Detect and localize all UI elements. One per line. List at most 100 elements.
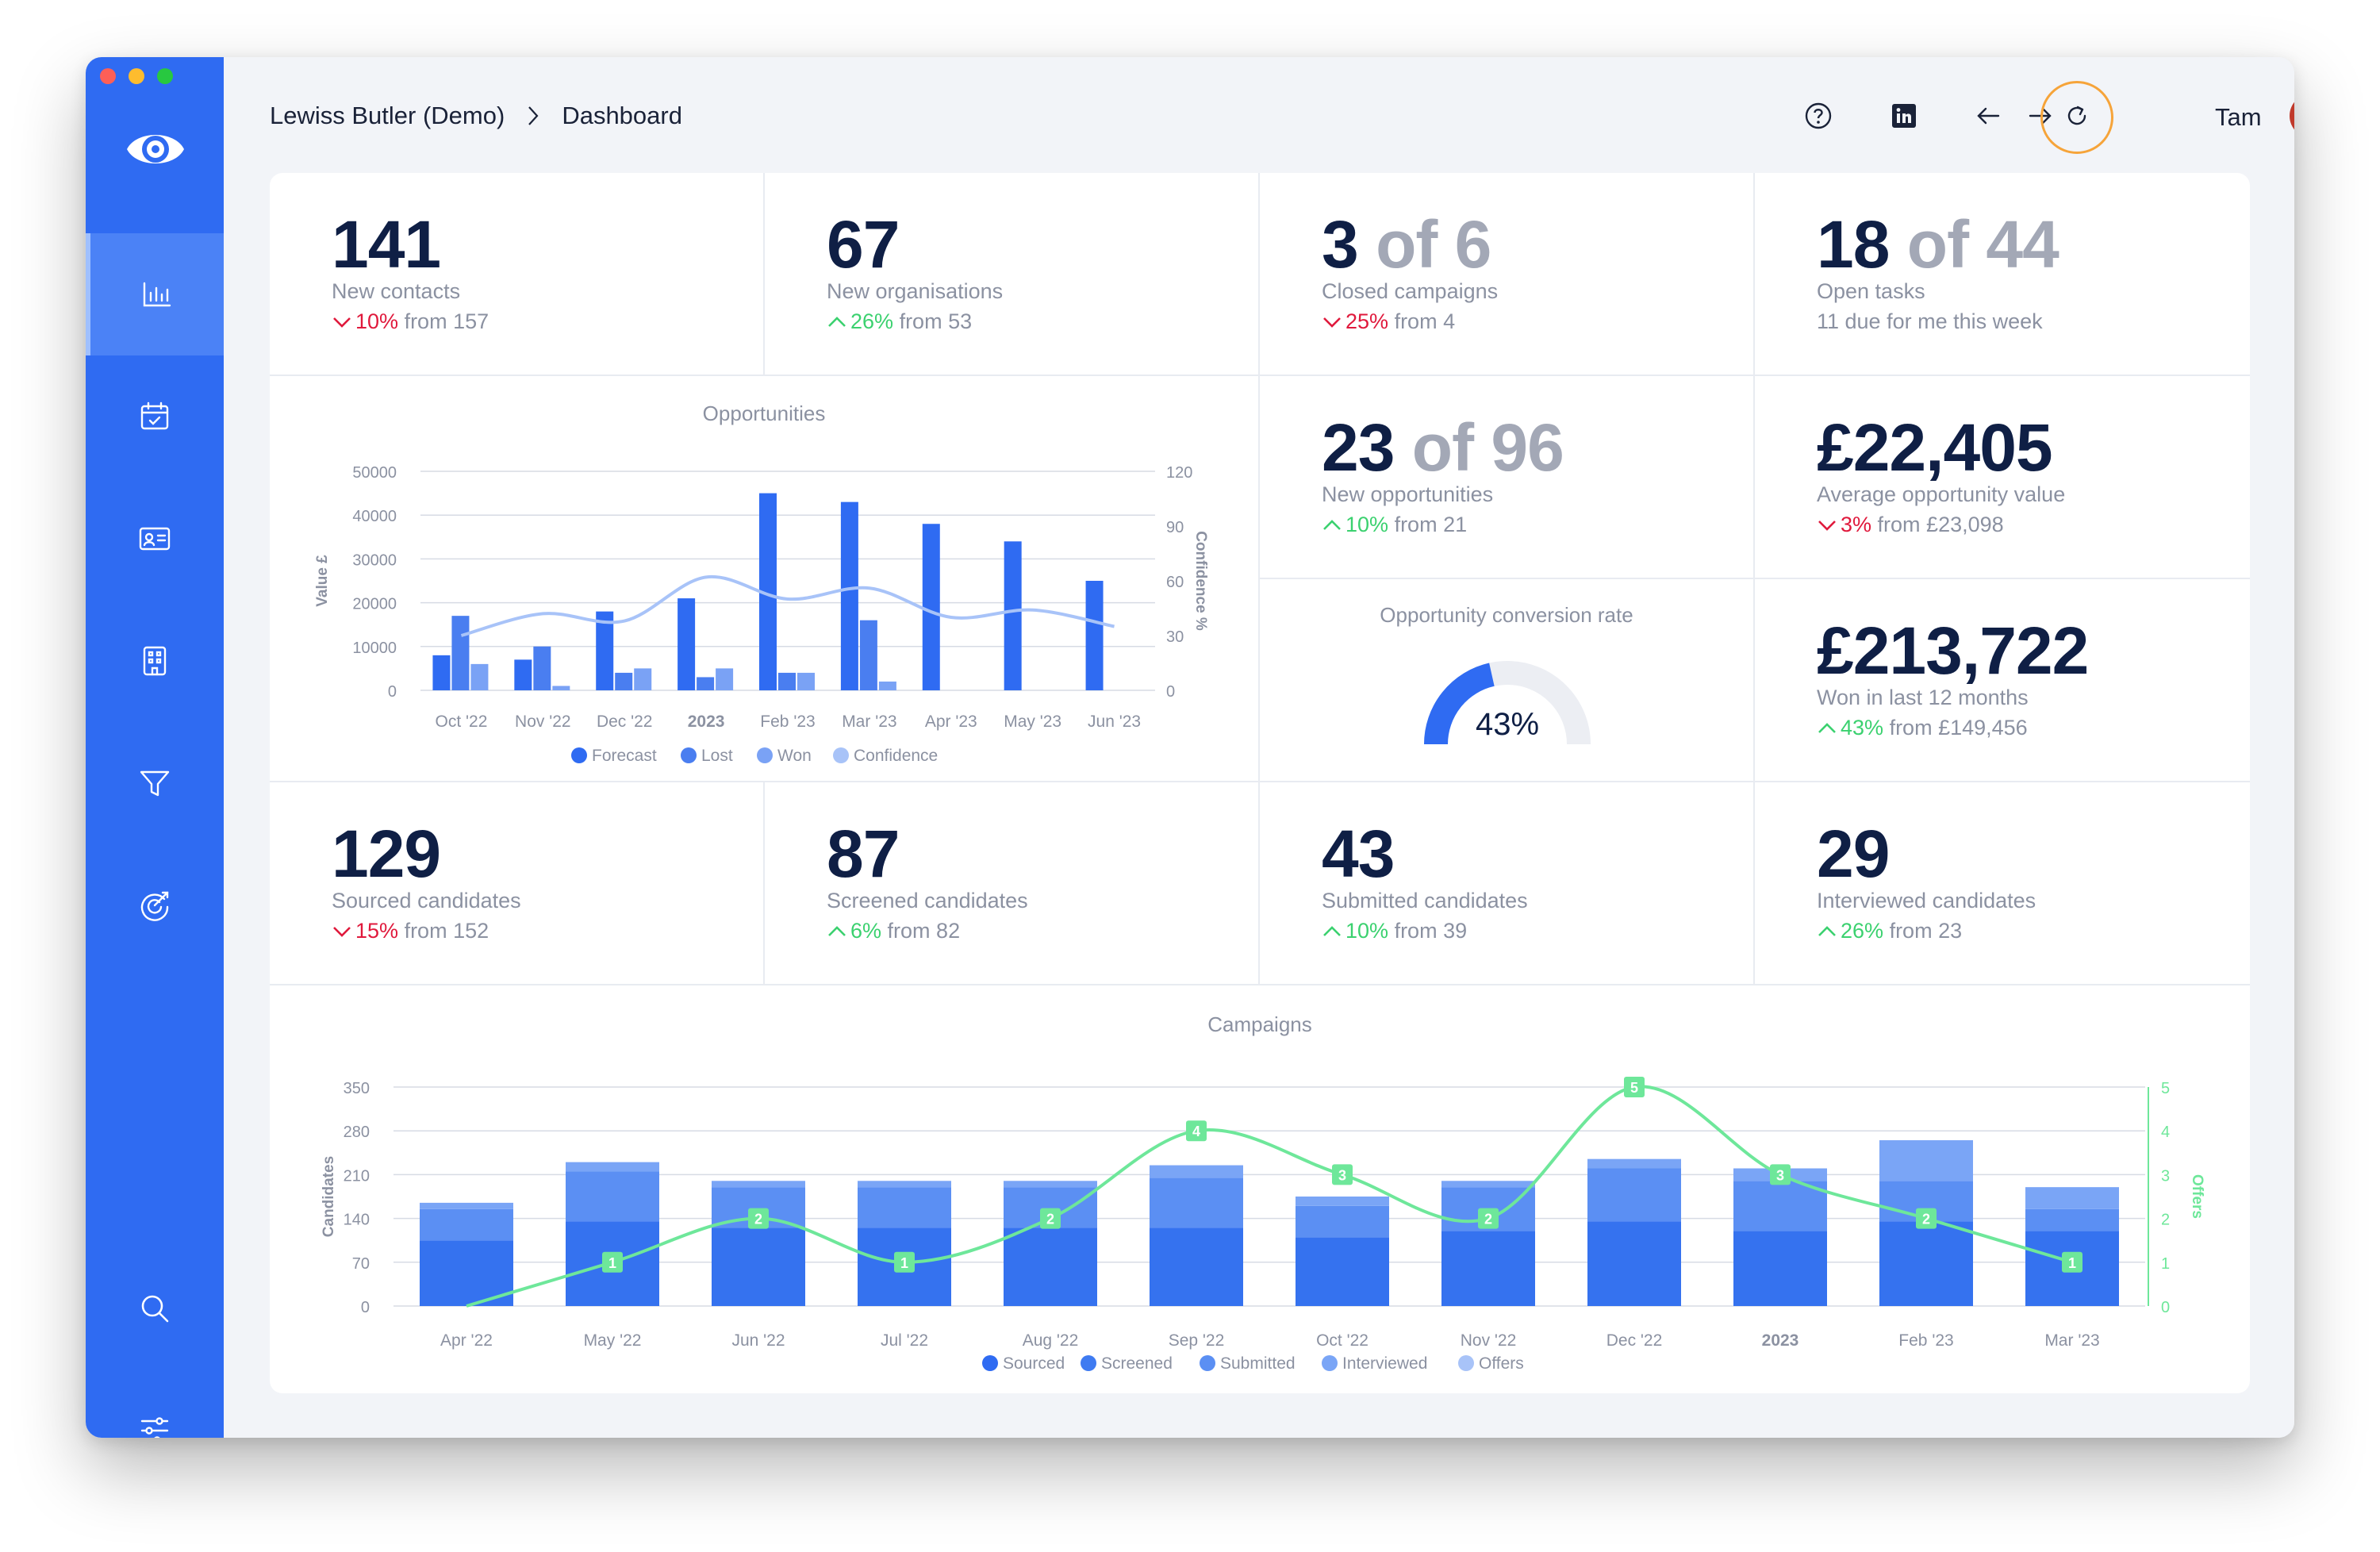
offers-marker bbox=[1624, 1077, 1645, 1097]
eye-logo-icon[interactable] bbox=[124, 117, 187, 181]
nav-contacts[interactable] bbox=[86, 478, 224, 600]
kpi-delta-from: from 21 bbox=[1394, 513, 1468, 536]
y2-tick-label: 0 bbox=[2161, 1299, 2170, 1316]
back-button[interactable] bbox=[1972, 100, 2004, 132]
kpi-delta-value: 6% bbox=[850, 919, 882, 943]
kpi-delta-value: 26% bbox=[1841, 919, 1884, 943]
kpi-label: Submitted candidates bbox=[1322, 889, 1528, 912]
kpi-delta-value: 10% bbox=[1345, 513, 1389, 536]
y-tick-label: 140 bbox=[344, 1212, 370, 1229]
gauge-value: 43% bbox=[1476, 707, 1539, 742]
conversion-title: Opportunity conversion rate bbox=[1380, 603, 1633, 627]
kpi-card-contacts[interactable]: 141 New contacts 10% from 157 bbox=[270, 173, 765, 376]
kpi-value: 23 of 96 bbox=[1322, 410, 1564, 485]
conversion-rate-card[interactable]: Opportunity conversion rate 43% bbox=[1260, 579, 1755, 782]
nav-filter[interactable] bbox=[86, 722, 224, 844]
trend-up-icon bbox=[1818, 925, 1836, 936]
bar-interviewed bbox=[566, 1162, 659, 1172]
nav-targets[interactable] bbox=[86, 844, 224, 966]
y-tick-label: 30000 bbox=[352, 551, 397, 569]
breadcrumb-org[interactable]: Lewiss Butler (Demo) bbox=[270, 102, 505, 129]
chart-icon bbox=[143, 282, 171, 307]
avatar[interactable]: TL bbox=[2290, 94, 2294, 138]
bar-won bbox=[552, 686, 570, 690]
sidebar bbox=[86, 57, 224, 1438]
bar-forecast bbox=[1085, 581, 1104, 690]
bar-won bbox=[797, 672, 815, 690]
legend-swatch bbox=[1081, 1355, 1096, 1371]
kpi-label: Open tasks bbox=[1817, 279, 1925, 303]
kpi-delta-from: from 157 bbox=[404, 309, 489, 333]
calendar-icon bbox=[140, 401, 169, 430]
offers-data-label: 5 bbox=[1630, 1080, 1638, 1096]
trend-up-icon bbox=[1323, 519, 1341, 530]
kpi-value: 87 bbox=[827, 816, 900, 891]
kpi-delta-from: from 152 bbox=[404, 919, 489, 943]
bar-forecast bbox=[514, 659, 532, 690]
kpi-delta-from: from 82 bbox=[887, 919, 961, 943]
user-name[interactable]: Tam bbox=[2215, 103, 2262, 131]
kpi-label: New organisations bbox=[827, 279, 1004, 303]
y2-tick-label: 90 bbox=[1166, 519, 1184, 536]
kpi-card-average-value[interactable]: £22,405 Average opportunity value 3% fro… bbox=[1755, 376, 2250, 579]
kpi-delta-value: 25% bbox=[1345, 309, 1389, 333]
nav-settings[interactable] bbox=[86, 1370, 224, 1438]
help-button[interactable] bbox=[1802, 100, 1834, 132]
nav-organisations[interactable] bbox=[86, 600, 224, 722]
bar-submitted bbox=[858, 1187, 951, 1228]
dashboard-panel: 141 New contacts 10% from 157 67 New org… bbox=[270, 173, 2250, 1393]
nav-calendar[interactable] bbox=[86, 355, 224, 478]
legend-swatch bbox=[982, 1355, 998, 1371]
kpi-card-interviewed[interactable]: 29 Interviewed candidates 26% from 23 bbox=[1755, 782, 2250, 985]
offers-data-label: 2 bbox=[1484, 1212, 1492, 1227]
kpi-delta-value: 10% bbox=[1345, 919, 1389, 943]
kpi-label: Interviewed candidates bbox=[1817, 889, 2036, 912]
nav-dashboard[interactable] bbox=[86, 233, 224, 355]
y-tick-label: 350 bbox=[344, 1080, 370, 1097]
kpi-delta: 26% from 53 bbox=[827, 309, 972, 334]
kpi-card-campaigns[interactable]: 3 of 6 Closed campaigns 25% from 4 bbox=[1260, 173, 1755, 376]
x-tick-label: Apr '22 bbox=[440, 1331, 493, 1350]
kpi-label: Closed campaigns bbox=[1322, 279, 1499, 303]
close-window-button[interactable] bbox=[100, 68, 116, 84]
maximize-window-button[interactable] bbox=[157, 68, 173, 84]
y-tick-label: 10000 bbox=[352, 640, 397, 657]
kpi-card-won[interactable]: £213,722 Won in last 12 months 43% from … bbox=[1755, 579, 2250, 782]
bar-submitted bbox=[1587, 1168, 1681, 1222]
linkedin-button[interactable] bbox=[1888, 100, 1920, 132]
minimize-window-button[interactable] bbox=[129, 68, 144, 84]
x-tick-label: Oct '22 bbox=[1316, 1331, 1368, 1350]
kpi-card-tasks[interactable]: 18 of 44 Open tasks 11 due for me this w… bbox=[1755, 173, 2250, 376]
bar-sourced bbox=[712, 1227, 805, 1306]
linkedin-icon bbox=[1892, 104, 1916, 128]
nav-search[interactable] bbox=[86, 1247, 224, 1370]
opportunities-chart-card: Opportunities 50000 40000 30000 20000 10000 0… bbox=[270, 376, 1260, 782]
kpi-card-organisations[interactable]: 67 New organisations 26% from 53 bbox=[765, 173, 1260, 376]
kpi-card-submitted[interactable]: 43 Submitted candidates 10% from 39 bbox=[1260, 782, 1755, 985]
x-tick-label: Nov '22 bbox=[515, 713, 571, 731]
main-content: Lewiss Butler (Demo) Dashboard bbox=[224, 57, 2294, 1438]
legend-swatch bbox=[1322, 1355, 1338, 1371]
kpi-value: 29 bbox=[1817, 816, 1890, 891]
kpi-card-sourced[interactable]: 129 Sourced candidates 15% from 152 bbox=[270, 782, 765, 985]
legend-swatch bbox=[681, 747, 697, 763]
kpi-label: Average opportunity value bbox=[1817, 482, 2066, 506]
x-tick-label: Feb '23 bbox=[1898, 1331, 1953, 1350]
trend-down-icon bbox=[1818, 520, 1836, 531]
kpi-card-screened[interactable]: 87 Screened candidates 6% from 82 bbox=[765, 782, 1260, 985]
kpi-card-opportunities[interactable]: 23 of 96 New opportunities 10% from 21 bbox=[1260, 376, 1755, 579]
y2-tick-label: 30 bbox=[1166, 628, 1184, 646]
refresh-button[interactable] bbox=[2061, 100, 2093, 132]
bar-forecast bbox=[922, 524, 940, 690]
legend-swatch bbox=[757, 747, 773, 763]
kpi-value: £213,722 bbox=[1817, 613, 2089, 688]
chart-title: Campaigns bbox=[1207, 1012, 1312, 1036]
offers-data-label: 4 bbox=[1192, 1124, 1200, 1139]
offers-data-label: 1 bbox=[900, 1255, 908, 1271]
bar-interviewed bbox=[1879, 1140, 1973, 1181]
kpi-label: Screened candidates bbox=[827, 889, 1028, 912]
offers-data-label: 3 bbox=[1338, 1167, 1346, 1183]
bar-lost bbox=[533, 646, 551, 690]
offers-marker bbox=[602, 1251, 623, 1273]
trend-down-icon bbox=[333, 926, 351, 937]
